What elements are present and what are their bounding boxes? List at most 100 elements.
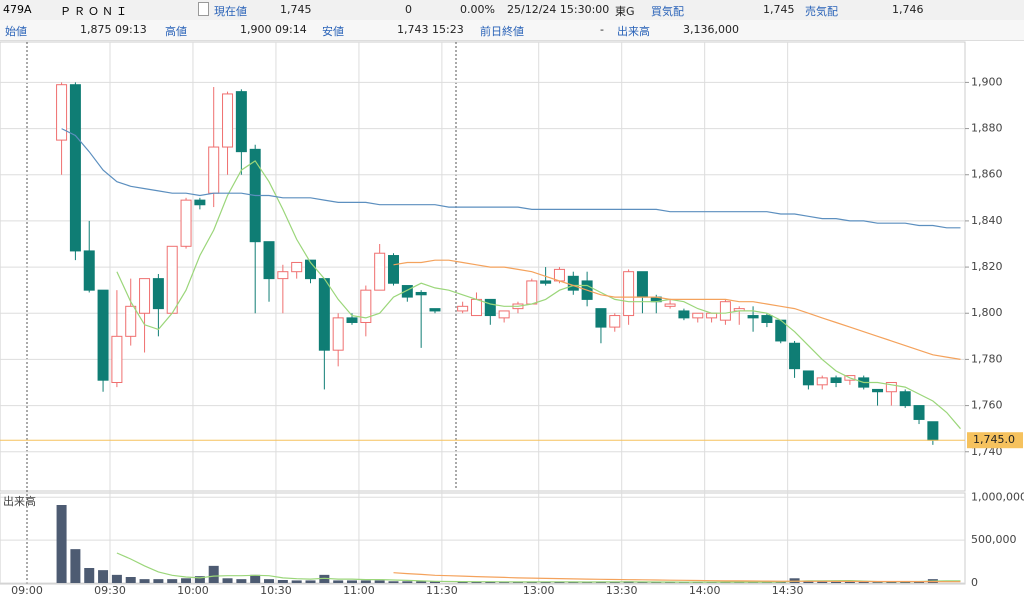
- candle-body: [56, 84, 68, 141]
- label: 出来高: [617, 25, 650, 38]
- volume-bar: [457, 581, 468, 583]
- candle-body: [374, 252, 386, 291]
- volume-bar: [416, 581, 427, 583]
- volume-bar: [471, 581, 482, 583]
- volume-bar: [872, 582, 883, 583]
- volume-bar: [305, 580, 316, 583]
- label: 前日終値: [480, 25, 524, 38]
- volume-bar: [360, 580, 371, 583]
- moving-average: [116, 160, 961, 430]
- candle-body: [692, 312, 704, 319]
- candle-body: [830, 377, 842, 384]
- candle-body: [623, 271, 635, 317]
- y-tick-label: 1,900: [971, 75, 1003, 88]
- grid: 1,7401,7601,7801,8001,8201,8401,8601,880…: [0, 42, 1024, 597]
- label: 売気配: [805, 5, 838, 18]
- value: 0.00%: [460, 3, 495, 16]
- value: 25/12/24 15:30:00: [507, 3, 610, 16]
- candle-body: [609, 315, 621, 328]
- candle-body: [139, 278, 151, 314]
- x-tick-label: 14:00: [689, 584, 721, 597]
- candle-body: [263, 241, 275, 280]
- volume-bar: [609, 582, 620, 583]
- volume-bar: [319, 574, 330, 583]
- candle-body: [885, 382, 897, 393]
- volume-panel: [0, 492, 966, 585]
- y-tick-label: 500,000: [971, 533, 1017, 546]
- y-tick-label: 0: [971, 576, 978, 589]
- volume-bar: [277, 580, 288, 583]
- candle-body: [816, 377, 828, 386]
- stock-code: 479A: [3, 3, 32, 16]
- candle-body: [305, 259, 317, 280]
- value: 3,136,000: [683, 23, 739, 36]
- x-tick-label: 09:30: [94, 584, 126, 597]
- volume-average: [393, 572, 961, 583]
- volume-bar: [139, 579, 150, 583]
- candle-body: [719, 301, 731, 321]
- candle-body: [540, 280, 552, 284]
- candle-body: [899, 391, 911, 407]
- label: 安値: [322, 25, 344, 38]
- volume-bar: [831, 581, 842, 583]
- stock-name: ＰＲＯＮＩ: [60, 5, 130, 18]
- volume-bar: [333, 580, 344, 583]
- candle-body: [401, 285, 413, 298]
- candle-body: [346, 317, 358, 323]
- volume-panel-label: 出来高: [3, 494, 36, 508]
- volume-bar: [803, 580, 814, 583]
- value: -: [600, 23, 604, 36]
- volume-bar: [291, 580, 302, 583]
- header-row: 始値 1,875 09:13 高値 1,900 09:14 安値 1,743 1…: [0, 20, 1024, 41]
- y-tick-label: 1,840: [971, 214, 1003, 227]
- volume-bar: [194, 576, 205, 583]
- candle-body: [498, 310, 510, 319]
- y-tick-label: 1,880: [971, 122, 1003, 135]
- volume-bar: [181, 578, 192, 583]
- candle-body: [360, 289, 372, 323]
- y-tick-label: 1,000,000: [971, 490, 1024, 503]
- candle-body: [194, 199, 206, 206]
- last-price-label: 1,745.0: [973, 433, 1015, 446]
- moving-average: [393, 259, 961, 360]
- label: 始値: [5, 25, 27, 38]
- label: 現在値: [214, 5, 247, 18]
- y-tick-label: 1,820: [971, 260, 1003, 273]
- volume-bar: [817, 581, 828, 583]
- volume-bar: [236, 579, 247, 583]
- candle-body: [913, 405, 925, 420]
- value: 1,900 09:14: [240, 23, 307, 36]
- candle-body: [415, 291, 427, 296]
- volume-bar: [568, 582, 579, 583]
- label: 高値: [165, 25, 187, 38]
- x-tick-label: 09:00: [11, 584, 43, 597]
- candle-body: [125, 305, 137, 337]
- volume-bar: [858, 581, 869, 583]
- candle-body: [332, 317, 344, 351]
- candle-body: [761, 315, 773, 323]
- candle-body: [470, 298, 482, 317]
- candle-body: [747, 315, 759, 319]
- volume-bar: [374, 580, 385, 583]
- candle-body: [152, 278, 164, 310]
- memo-icon[interactable]: [198, 2, 209, 16]
- candle-body: [180, 199, 192, 247]
- candle-body: [166, 245, 178, 314]
- candle-body: [235, 91, 247, 153]
- volume-bar: [222, 578, 233, 583]
- candle-body: [789, 342, 801, 370]
- x-tick-label: 10:00: [177, 584, 209, 597]
- volume-bar: [512, 582, 523, 583]
- volume-bar: [485, 581, 496, 583]
- y-tick-label: 1,780: [971, 352, 1003, 365]
- x-tick-label: 13:00: [523, 584, 555, 597]
- candle-body: [927, 421, 939, 441]
- volume-bar: [347, 580, 358, 583]
- volume-bar: [637, 582, 648, 583]
- candle-body: [277, 271, 289, 280]
- y-tick-label: 1,800: [971, 306, 1003, 319]
- value: 1,745: [280, 3, 312, 16]
- candle-body: [872, 388, 884, 393]
- candle-body: [802, 370, 814, 386]
